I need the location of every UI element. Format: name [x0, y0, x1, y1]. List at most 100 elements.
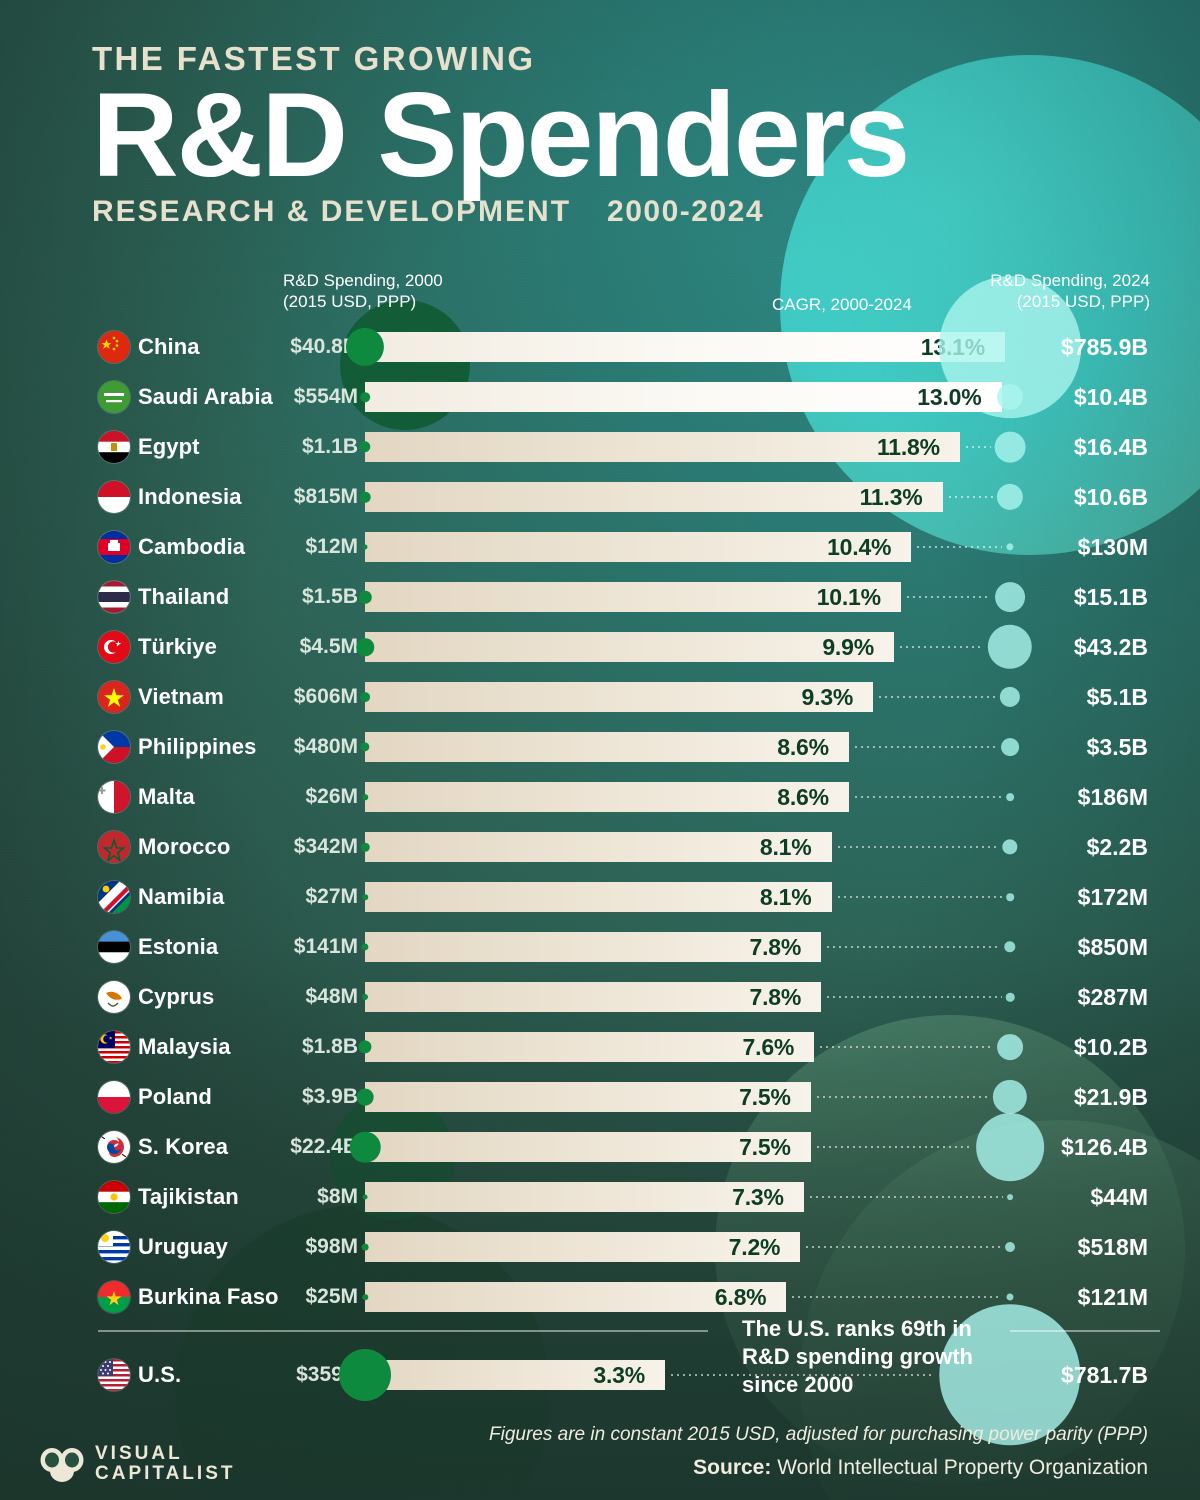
leader-line	[827, 996, 1002, 998]
cagr-bar	[365, 1182, 804, 1212]
leader-line	[827, 946, 1001, 948]
country-name: U.S.	[138, 1362, 182, 1387]
spending-2000-value: $1.1B	[301, 435, 358, 458]
spending-2024-bubble	[1004, 941, 1016, 953]
country-name: Burkina Faso	[138, 1284, 279, 1309]
flag-philippines-icon	[98, 731, 130, 763]
spending-2000-value: $480M	[293, 735, 358, 758]
country-name: Cambodia	[138, 534, 246, 559]
cagr-bar	[365, 932, 822, 962]
spending-2024-bubble	[997, 1034, 1023, 1060]
spending-2024-value: $785.9B	[1061, 334, 1148, 360]
flag-vietnam-icon	[98, 681, 130, 713]
country-name: Philippines	[138, 734, 257, 759]
spending-2000-value: $4.5M	[299, 635, 358, 658]
spending-2000-value: $342M	[293, 835, 358, 858]
column-header-2000-line1: R&D Spending, 2000	[283, 271, 443, 290]
table-row: Egypt $1.1B 11.8% $16.4B	[0, 422, 1200, 472]
cagr-bar	[365, 482, 943, 512]
flag-estonia-icon	[98, 931, 130, 963]
cagr-bar	[365, 532, 912, 562]
cagr-bar	[365, 1032, 815, 1062]
spending-2000-bubble	[358, 590, 372, 604]
flag-cambodia-icon	[98, 531, 130, 563]
table-row: Türkiye $4.5M 9.9% $43.2B	[0, 622, 1200, 672]
flag-south-korea-icon	[98, 1131, 130, 1163]
cagr-value: 8.1%	[759, 884, 812, 910]
cagr-bar	[365, 832, 832, 862]
table-row: Cambodia $12M 10.4% $130M	[0, 522, 1200, 572]
column-header-cagr: CAGR, 2000-2024	[772, 295, 912, 314]
spending-2024-bubble	[992, 1079, 1028, 1115]
spending-2000-bubble	[360, 392, 370, 402]
country-name: Tajikistan	[138, 1184, 239, 1209]
country-name: Morocco	[138, 834, 231, 859]
spending-2024-value: $21.9B	[1073, 1084, 1148, 1110]
spending-2024-bubble	[987, 624, 1033, 670]
column-header-2024-line2: (2015 USD, PPP)	[1016, 292, 1150, 312]
flag-thailand-icon	[98, 581, 130, 613]
flag-uruguay-icon	[98, 1231, 130, 1263]
leader-line	[948, 496, 993, 498]
spending-2000-bubble	[360, 742, 370, 752]
spending-2024-value: $287M	[1077, 984, 1148, 1010]
spending-2000-value: $359B	[296, 1363, 358, 1386]
flag-malaysia-icon	[98, 1031, 130, 1063]
cagr-bar	[365, 1082, 811, 1112]
flag-egypt-icon	[98, 431, 130, 463]
cagr-value: 10.1%	[816, 584, 881, 610]
cagr-value: 9.3%	[801, 684, 854, 710]
country-name: Malta	[138, 784, 195, 809]
cagr-bar	[365, 982, 822, 1012]
cagr-value: 7.8%	[749, 934, 802, 960]
cagr-bar	[365, 632, 894, 662]
cagr-value: 11.8%	[876, 434, 940, 460]
leader-line	[837, 846, 999, 848]
cagr-value: 7.2%	[728, 1234, 781, 1260]
cagr-value: 6.8%	[714, 1284, 767, 1310]
table-row: S. Korea $22.4B 7.5% $126.4B	[0, 1113, 1200, 1181]
spending-2024-bubble	[994, 431, 1026, 463]
logo-wordmark: VISUAL CAPITALIST	[95, 1444, 235, 1484]
flag-saudi-arabia-icon	[98, 381, 130, 413]
footnote: Figures are in constant 2015 USD, adjust…	[489, 1424, 1148, 1445]
spending-2000-value: $40.8B	[290, 335, 358, 358]
table-row: Poland $3.9B 7.5% $21.9B	[0, 1072, 1200, 1122]
spending-2000-value: $141M	[293, 935, 358, 958]
spending-2024-value: $5.1B	[1086, 684, 1148, 710]
leader-line	[816, 1096, 989, 1098]
spending-2000-value: $12M	[305, 535, 358, 558]
cagr-bar	[365, 1132, 811, 1162]
spending-2024-bubble	[1007, 1194, 1013, 1200]
flag-morocco-icon	[98, 831, 130, 863]
table-row: Tajikistan $8M 7.3% $44M	[0, 1172, 1200, 1222]
table-row: China $40.8B 13.1% $785.9B	[0, 276, 1200, 418]
cagr-value: 10.4%	[827, 534, 892, 560]
source-line: Source: World Intellectual Property Orga…	[430, 1456, 1148, 1480]
spending-2024-value: $186M	[1077, 784, 1148, 810]
column-header-2000-line2: (2015 USD, PPP)	[283, 292, 417, 312]
source-label: Source:	[693, 1456, 772, 1479]
spending-2000-value: $22.4B	[290, 1135, 358, 1158]
country-name: Türkiye	[138, 634, 217, 659]
cagr-bar	[365, 1232, 801, 1262]
spending-2000-bubble	[356, 1088, 374, 1106]
spending-2024-bubble	[999, 686, 1021, 708]
spending-2024-value: $3.5B	[1086, 734, 1148, 760]
spending-2024-bubble	[1006, 893, 1014, 901]
column-header-spending-2024: R&D Spending, 2024 (2015 USD, PPP)	[940, 270, 1150, 313]
spending-2000-bubble	[356, 638, 374, 656]
leader-line	[854, 746, 998, 748]
cagr-bar	[365, 782, 849, 812]
table-row: Malta $26M 8.6% $186M	[0, 772, 1200, 822]
spending-2000-value: $1.8B	[301, 1035, 358, 1058]
spending-2000-value: $27M	[305, 885, 358, 908]
cagr-value: 13.0%	[917, 384, 982, 410]
spending-2000-value: $815M	[293, 485, 358, 508]
cagr-value: 7.6%	[742, 1034, 795, 1060]
table-row: Uruguay $98M 7.2% $518M	[0, 1222, 1200, 1272]
spending-2024-value: $172M	[1077, 884, 1148, 910]
table-row: Burkina Faso $25M 6.8% $121M	[0, 1272, 1200, 1322]
spending-2000-bubble	[349, 1131, 381, 1163]
page-title: R&D Spenders	[92, 68, 910, 202]
